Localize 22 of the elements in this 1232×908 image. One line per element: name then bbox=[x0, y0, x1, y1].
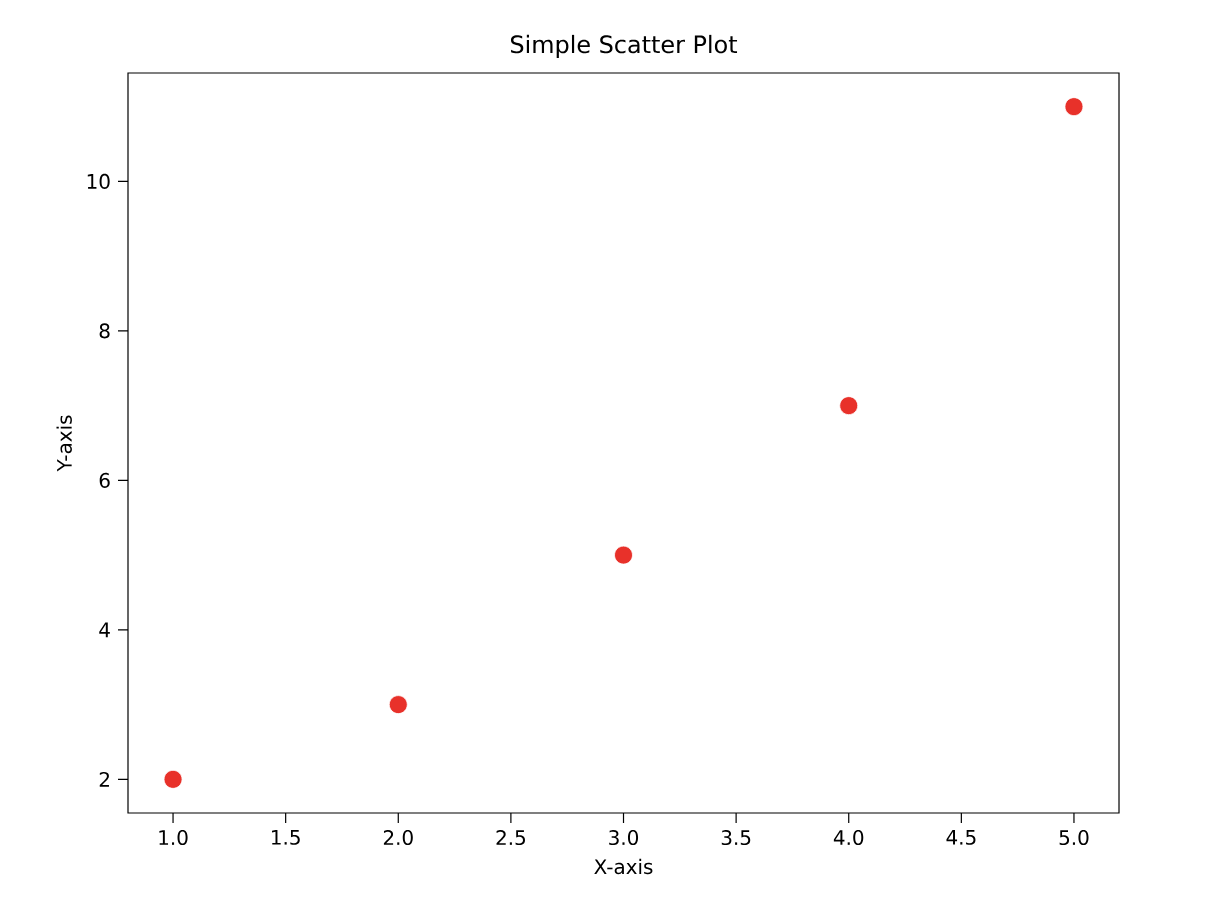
point bbox=[1064, 97, 1084, 117]
y-tick-label: 2 bbox=[99, 771, 109, 787]
x-tick-label: 4.0 bbox=[833, 830, 864, 846]
x-tick-label: 2.5 bbox=[496, 830, 525, 846]
y-tick-label: 4 bbox=[99, 622, 110, 638]
y-tick-label: 8 bbox=[99, 323, 110, 339]
point bbox=[388, 695, 408, 715]
point bbox=[839, 396, 859, 416]
y-tick-label: 6 bbox=[99, 472, 110, 488]
x-tick-label: 2.0 bbox=[383, 830, 413, 846]
point bbox=[614, 545, 633, 565]
x-tick-label: 3.0 bbox=[609, 830, 639, 846]
x-tick-label: 1.0 bbox=[159, 830, 188, 846]
x-tick-label: 5.0 bbox=[1059, 830, 1089, 846]
x-tick-label: 4.5 bbox=[946, 830, 976, 845]
x-axis-title: X-axis bbox=[594, 858, 653, 875]
point bbox=[163, 769, 183, 789]
y-tick-label: 10 bbox=[87, 173, 110, 189]
x-tick-label: 1.5 bbox=[272, 830, 300, 845]
x-tick-label: 3.5 bbox=[721, 830, 751, 846]
chart-title: Simple Scatter Plot bbox=[510, 34, 738, 58]
y-axis-title: Y-axis bbox=[56, 415, 72, 472]
